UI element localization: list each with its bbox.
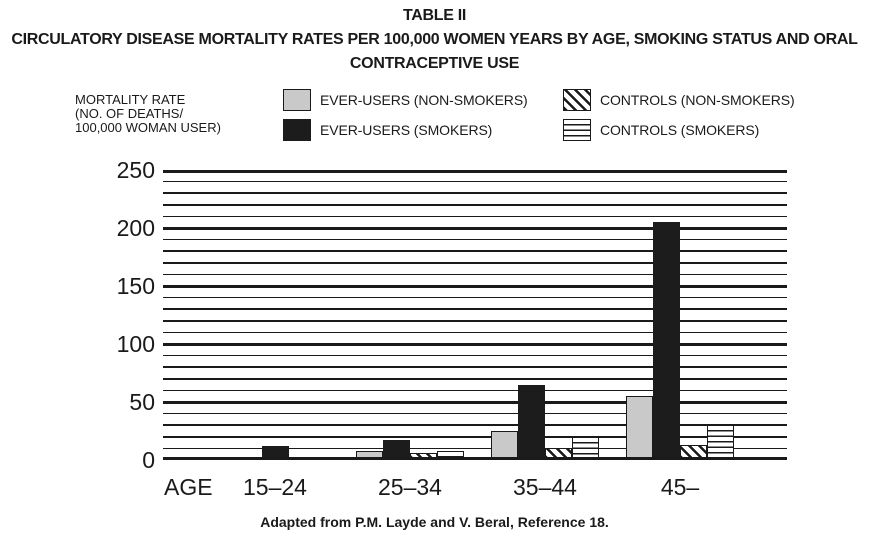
legend-label: CONTROLS (SMOKERS)	[600, 122, 760, 138]
gridline-minor	[163, 180, 787, 183]
gridline-minor	[163, 320, 787, 322]
gridline-minor	[163, 331, 787, 334]
bar-horizontal-lines	[707, 425, 734, 460]
bar-group-15–24	[219, 170, 331, 460]
bar-solid-gray	[626, 396, 653, 460]
bar-group-25–34	[354, 170, 466, 460]
gridline-major	[163, 342, 787, 346]
title-line-1: TABLE II	[402, 7, 467, 24]
y-tick-label: 50	[129, 389, 155, 415]
gridline-minor	[163, 238, 787, 241]
legend-column-left: EVER-USERS (NON-SMOKERS) EVER-USERS (SMOK…	[283, 89, 528, 141]
y-axis-unit-note-line: 100,000 WOMAN USER)	[75, 120, 221, 135]
bar-group-35–44	[489, 170, 601, 460]
gridline-minor	[163, 215, 787, 218]
y-tick-label: 0	[142, 447, 155, 473]
chart-title: TABLE II CIRCULATORY DISEASE MORTALITY R…	[0, 4, 869, 76]
gridline-minor	[163, 204, 787, 206]
legend-swatch-solid-gray	[283, 89, 311, 111]
x-category-label: 15–24	[243, 474, 307, 500]
legend-swatch-solid-black	[283, 119, 311, 141]
gridline-minor	[163, 436, 787, 438]
x-axis-baseline	[163, 457, 787, 460]
legend-swatch-horizontal-lines	[563, 119, 591, 141]
x-category-label: 35–44	[513, 474, 577, 500]
gridline-minor	[163, 366, 787, 368]
legend-item: CONTROLS (NON-SMOKERS)	[563, 89, 795, 111]
gridline-minor	[163, 262, 787, 264]
bar-solid-black	[518, 385, 545, 460]
gridline-major	[163, 400, 787, 404]
gridline-minor	[163, 447, 787, 450]
y-tick-label: 100	[116, 331, 155, 357]
legend-label: EVER-USERS (SMOKERS)	[320, 122, 493, 138]
legend-label: CONTROLS (NON-SMOKERS)	[600, 92, 795, 108]
gridline-major	[163, 226, 787, 230]
plot-area	[163, 170, 787, 460]
bar-solid-black	[653, 222, 680, 460]
title-line-3: CONTRACEPTIVE USE	[349, 55, 520, 72]
gridline-minor	[163, 354, 787, 357]
legend-swatch-diagonal-hatch	[563, 89, 591, 111]
legend-item: EVER-USERS (SMOKERS)	[283, 119, 528, 141]
legend-item: EVER-USERS (NON-SMOKERS)	[283, 89, 528, 111]
y-tick-label: 250	[116, 157, 155, 183]
gridline-major	[163, 170, 787, 173]
y-tick-label: 200	[116, 215, 155, 241]
x-category-label: 45–	[660, 474, 700, 500]
gridline-minor	[163, 308, 787, 310]
gridline-minor	[163, 192, 787, 194]
bar-solid-gray	[491, 431, 518, 460]
gridline-minor	[163, 273, 787, 276]
y-axis-unit-note-line: MORTALITY RATE	[75, 92, 186, 107]
gridline-minor	[163, 389, 787, 392]
y-axis-unit-note-line: (NO. OF DEATHS/	[75, 106, 184, 121]
gridline-minor	[163, 296, 787, 299]
y-tick-label: 150	[116, 273, 155, 299]
x-category-label: 25–34	[378, 474, 442, 500]
gridline-minor	[163, 378, 787, 380]
bar-group-45–	[624, 170, 736, 460]
title-line-2: CIRCULATORY DISEASE MORTALITY RATES PER …	[11, 31, 858, 48]
x-axis-label: AGE	[164, 474, 213, 500]
gridline-minor	[163, 424, 787, 426]
legend-item: CONTROLS (SMOKERS)	[563, 119, 795, 141]
gridline-minor	[163, 412, 787, 415]
y-axis-unit-note: MORTALITY RATE (NO. OF DEATHS/ 100,000 W…	[75, 93, 221, 135]
source-note: Adapted from P.M. Layde and V. Beral, Re…	[260, 514, 609, 530]
gridline-minor	[163, 250, 787, 252]
gridline-major	[163, 284, 787, 288]
legend-label: EVER-USERS (NON-SMOKERS)	[320, 92, 528, 108]
legend-column-right: CONTROLS (NON-SMOKERS) CONTROLS (SMOKERS)	[563, 89, 795, 141]
